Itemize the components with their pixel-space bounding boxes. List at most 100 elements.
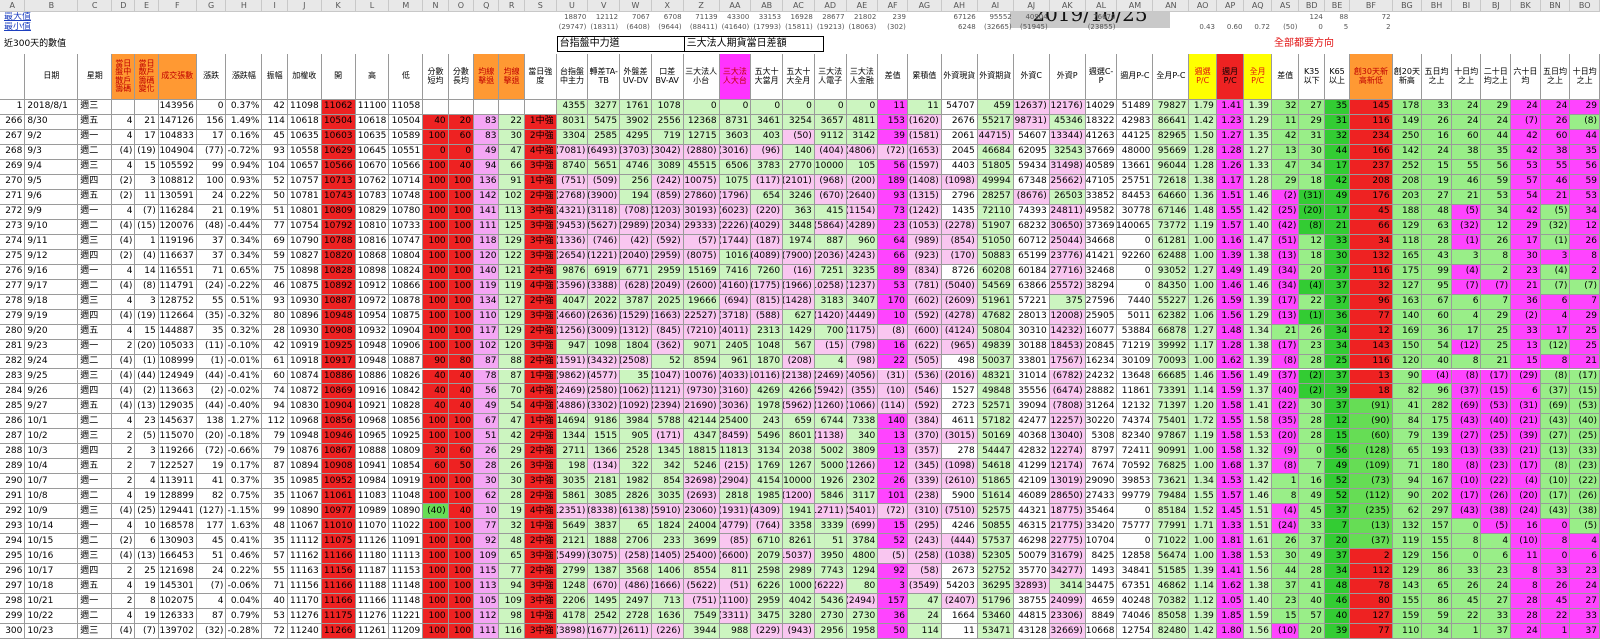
cell: 100 <box>448 309 475 325</box>
cell: (27) <box>1451 429 1482 445</box>
cell: (670) <box>588 579 621 595</box>
cell: 1.41 <box>1216 564 1245 580</box>
cell: 198 <box>556 459 589 475</box>
cell: 3中強 <box>524 459 557 475</box>
summary-cell: (29747) <box>558 22 587 31</box>
column-header: 五大十大當月 <box>751 54 784 100</box>
cell: 10783 <box>355 189 390 205</box>
cell: 141 <box>474 204 500 220</box>
cell: 3089 <box>651 159 684 175</box>
cell: 60712 <box>1013 234 1050 250</box>
cell: 100 <box>423 564 449 580</box>
cell: 145637 <box>158 414 197 430</box>
cell: (25572) <box>1049 279 1086 295</box>
cell: 1.05 <box>1216 594 1245 610</box>
cell: 11861 <box>1117 384 1154 400</box>
cell: 273 <box>0 219 26 235</box>
cell: 99 <box>1422 264 1452 280</box>
cell: (1405) <box>651 549 684 565</box>
cell: 10856 <box>321 414 356 430</box>
cell: (3718) <box>719 309 752 325</box>
cell: (854) <box>941 234 978 250</box>
cell: 105 <box>846 159 879 175</box>
cell: (21775) <box>1049 519 1086 535</box>
cell: 65 <box>1422 579 1452 595</box>
cell: (2) <box>1299 384 1325 400</box>
cell: 37 <box>1324 399 1351 415</box>
cell: 24 <box>1481 114 1512 130</box>
cell: 1.39 <box>1244 100 1272 115</box>
cell: 988 <box>719 624 752 639</box>
cell: (12257) <box>1049 414 1086 430</box>
cell: (13) <box>135 549 159 565</box>
cell: 3944 <box>683 624 720 639</box>
cell: 10635 <box>287 129 322 145</box>
cell: 10948 <box>355 339 390 355</box>
cell: 9/2 <box>25 129 79 145</box>
cell: 7 <box>1570 294 1600 310</box>
column-header: 全月P-C <box>1153 54 1190 100</box>
cell: -0.02% <box>226 384 263 400</box>
cell: 100 <box>448 279 475 295</box>
cell: 5002 <box>814 444 847 460</box>
summary-cell: 76670 <box>1093 12 1116 21</box>
cell: 17 <box>1324 159 1351 175</box>
cell: 10/9 <box>25 504 79 520</box>
cell: (694) <box>719 294 752 310</box>
cell: (370) <box>907 429 942 445</box>
cell: 9/26 <box>25 384 79 400</box>
caption: 三大法人期貨當日差額 <box>683 36 824 52</box>
cell: 0 <box>751 100 784 115</box>
cell: (8) <box>1540 369 1571 385</box>
cell: (13) <box>135 399 159 415</box>
cell: 10946 <box>321 429 356 445</box>
cell: 週二 <box>78 144 113 160</box>
cell: 24 <box>1451 114 1482 130</box>
cell: 2045 <box>941 144 978 160</box>
cell: (9730) <box>683 384 720 400</box>
cell: 50 <box>448 459 475 475</box>
cell: 3984 <box>620 414 652 430</box>
cell: 4 <box>112 114 136 130</box>
cell: 3中強 <box>524 249 557 265</box>
cell: 4 <box>112 609 136 625</box>
cell: 99 <box>262 504 288 520</box>
cell: 139 <box>1422 429 1452 445</box>
cell: (21690) <box>683 399 720 415</box>
column-header: 三大法人金融 <box>846 54 879 100</box>
cell: 99 <box>196 159 227 175</box>
cell: 11067 <box>287 489 322 505</box>
cell: 4800 <box>846 549 879 565</box>
cell: 1中強 <box>524 114 557 130</box>
cell: 2796 <box>941 189 978 205</box>
cell: 84350 <box>1153 279 1190 295</box>
cell: 10/15 <box>25 534 79 550</box>
cell: 44 <box>1570 129 1600 145</box>
cell: 54447 <box>977 444 1014 460</box>
cell: 26 <box>499 459 525 475</box>
cell: 11070 <box>355 519 390 535</box>
cell: (15) <box>135 219 159 235</box>
cell: 60 <box>1540 129 1571 145</box>
cell: 22 <box>878 354 908 370</box>
cell: 55 <box>196 294 227 310</box>
cell: 15 <box>135 159 159 175</box>
cell: 295 <box>0 549 26 565</box>
cell: 145 <box>1350 100 1393 115</box>
cell: 1.39 <box>1244 354 1272 370</box>
cell: 1870 <box>751 354 784 370</box>
cell: 105592 <box>158 159 197 175</box>
cell: 37 <box>1324 504 1351 520</box>
cell: 51 <box>196 549 227 565</box>
cell: 0 <box>1451 519 1482 535</box>
cell: 73 <box>878 204 908 220</box>
cell: 292 <box>0 504 26 520</box>
cell: 8 <box>1570 249 1600 265</box>
cell: 0.32% <box>226 324 263 340</box>
cell: 113911 <box>158 474 197 490</box>
cell: 122 <box>499 249 525 265</box>
cell: 4811 <box>846 114 879 130</box>
cell: 459 <box>977 100 1014 115</box>
cell: 21 <box>1481 354 1512 370</box>
cell: 2中強 <box>524 189 557 205</box>
